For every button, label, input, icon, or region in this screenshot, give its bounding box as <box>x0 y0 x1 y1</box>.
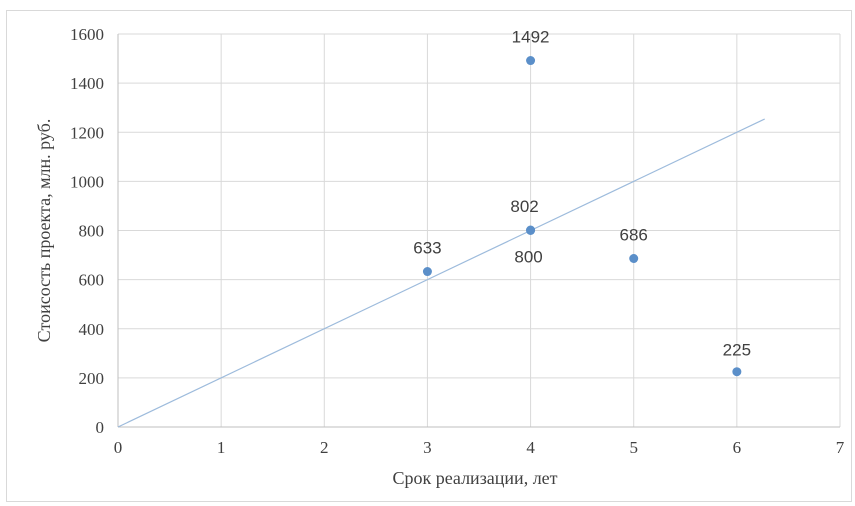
y-tick-label: 1000 <box>70 172 104 191</box>
y-tick-label: 0 <box>96 418 105 437</box>
x-tick-label: 2 <box>320 438 329 457</box>
data-labels: 633 1492 802 800 686 225 <box>413 28 751 360</box>
data-label: 802 <box>510 197 538 216</box>
trendline-layer <box>117 118 765 428</box>
x-tick-label: 4 <box>526 438 535 457</box>
data-label: 686 <box>620 226 648 245</box>
data-points <box>422 56 742 377</box>
data-point <box>526 226 536 235</box>
y-tick-label: 1400 <box>70 74 104 93</box>
x-tick-label: 0 <box>114 438 123 457</box>
x-tick-label: 1 <box>217 438 226 457</box>
y-tick-label: 800 <box>79 222 105 241</box>
data-label: 633 <box>413 239 441 258</box>
y-tick-label: 1200 <box>70 123 104 142</box>
axes <box>117 34 840 428</box>
chart-frame <box>6 10 852 502</box>
x-tick-label: 7 <box>836 438 845 457</box>
data-label: 800 <box>514 248 542 267</box>
data-label: 225 <box>723 341 751 360</box>
trendline <box>117 118 765 428</box>
data-point <box>526 56 536 66</box>
tick-labels: 0 200 400 600 800 1000 1200 1400 1600 0 1 2 3 4 5 6 7 <box>70 25 845 457</box>
x-tick-label: 6 <box>733 438 742 457</box>
data-point <box>732 367 742 377</box>
grid-lines <box>118 33 841 427</box>
data-point <box>629 254 639 264</box>
data-label: 1492 <box>512 28 550 47</box>
x-tick-label: 5 <box>629 438 638 457</box>
y-axis-title: Стоисость проекта, млн. руб. <box>34 119 54 343</box>
y-tick-label: 200 <box>79 369 105 388</box>
y-tick-label: 1600 <box>70 25 104 44</box>
x-tick-label: 3 <box>423 438 432 457</box>
x-axis-title: Срок реализации, лет <box>392 468 557 488</box>
data-point <box>422 267 432 277</box>
y-tick-label: 600 <box>79 271 105 290</box>
y-tick-label: 400 <box>79 320 105 339</box>
